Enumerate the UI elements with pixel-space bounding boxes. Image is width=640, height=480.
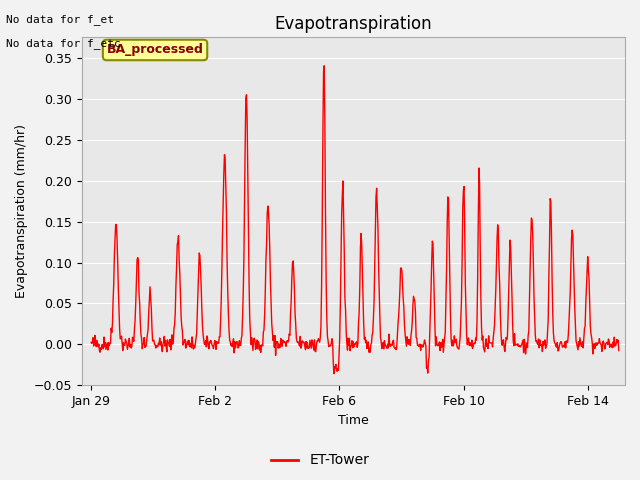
Text: BA_processed: BA_processed xyxy=(107,44,204,57)
Legend: ET-Tower: ET-Tower xyxy=(265,448,375,473)
Y-axis label: Evapotranspiration (mm/hr): Evapotranspiration (mm/hr) xyxy=(15,124,28,299)
Title: Evapotranspiration: Evapotranspiration xyxy=(275,15,432,33)
Text: No data for f_etc: No data for f_etc xyxy=(6,38,121,49)
X-axis label: Time: Time xyxy=(338,414,369,427)
Text: No data for f_et: No data for f_et xyxy=(6,14,115,25)
